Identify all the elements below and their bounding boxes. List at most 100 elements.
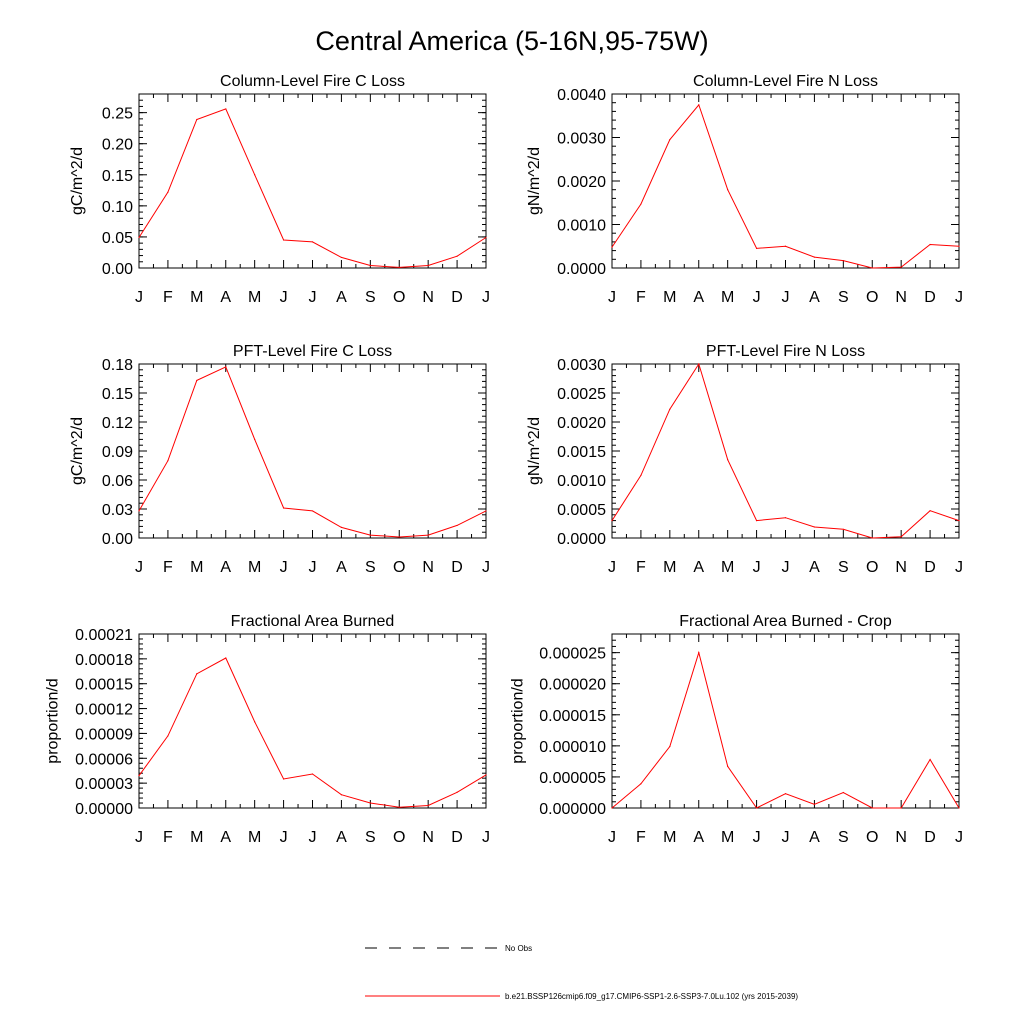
y-tick-label: 0.06 [102,473,133,490]
data-point [784,245,787,247]
y-axis-ticks: 0.000000 0.000005 0.000010 0.000015 0.000020… [539,633,959,818]
figure-title: Central America (5-16N,95-75W) [315,26,708,56]
x-tick-label: S [365,559,376,576]
data-point [640,203,642,205]
data-point [611,520,613,522]
y-axis-ticks: 0.0000 0.0010 0.0020 0.0030 0.0040 [557,87,959,278]
data-point [871,807,873,809]
data-point [369,264,371,267]
data-point [485,774,487,776]
series-points [611,652,960,809]
x-tick-label: A [693,559,704,576]
y-tick-label: 0.00003 [75,776,133,793]
series-line [611,650,960,809]
y-tick-label: 0.0010 [557,218,606,235]
y-tick-label: 0.0020 [557,174,606,191]
y-axis-label: proportion/d [45,678,62,763]
x-tick-label: J [782,289,790,306]
y-tick-label: 0.0040 [557,87,606,104]
y-axis-label: gC/m^2/d [69,417,86,485]
y-tick-label: 0.0005 [557,502,606,519]
y-tick-label: 0.000000 [539,801,606,818]
x-tick-label: M [190,289,203,306]
x-tick-label: S [838,289,849,306]
data-point [813,256,816,258]
data-point [842,791,844,794]
y-axis-label: proportion/d [509,678,526,763]
x-tick-label: J [608,289,616,306]
x-tick-label: J [608,829,616,846]
data-point [640,474,642,476]
x-tick-label: O [393,289,405,306]
y-axis-ticks: 0.00000 0.00003 0.00006 0.00009 0.00012 0.000… [75,627,486,818]
data-point [225,657,227,659]
x-tick-label: M [663,829,676,846]
x-tick-label: A [220,559,231,576]
x-tick-label: J [135,559,143,576]
chart-panel-6: Fractional Area Burned - Crop proportion/… [509,613,963,846]
x-tick-label: J [482,559,490,576]
y-tick-label: 0.0030 [557,357,606,374]
x-tick-label: O [393,829,405,846]
x-tick-label: J [482,829,490,846]
data-point [727,459,729,461]
x-tick-label: M [721,829,734,846]
data-point [611,246,613,248]
data-point [698,652,700,654]
y-tick-label: 0.18 [102,357,133,374]
data-point [196,118,198,121]
data-point [167,191,169,193]
y-tick-label: 0.0025 [557,386,606,403]
x-tick-label: J [482,289,490,306]
x-tick-label: O [393,559,405,576]
data-point [340,526,343,528]
x-tick-label: J [955,289,963,306]
data-point [196,673,198,675]
data-point [138,236,140,239]
series-line [138,657,487,808]
x-tick-label: A [336,289,347,306]
data-point [755,807,758,809]
x-tick-label: D [451,829,463,846]
x-tick-label: M [190,829,203,846]
x-tick-label: J [135,289,143,306]
data-point [311,773,314,775]
x-tick-label: J [955,559,963,576]
series-line [611,103,960,269]
x-tick-label: J [753,829,761,846]
y-tick-label: 0.00012 [75,702,133,719]
data-point [727,765,729,767]
panel-title: PFT-Level Fire C Loss [233,343,392,360]
y-tick-label: 0.05 [102,230,133,247]
series-line [138,108,487,268]
data-point [369,802,371,804]
data-point [456,791,458,793]
data-point [611,807,613,809]
y-tick-label: 0.000025 [539,646,606,663]
y-tick-label: 0.000015 [539,708,606,725]
x-tick-label: M [721,289,734,306]
x-tick-label: D [924,289,936,306]
plot-frame [138,363,487,539]
y-tick-label: 0.00000 [75,801,133,818]
x-tick-label: S [365,829,376,846]
data-point [369,534,371,536]
series-points [138,366,487,538]
data-point [225,366,227,368]
x-tick-label: A [336,559,347,576]
data-point [282,239,285,241]
y-tick-label: 0.25 [102,106,133,123]
data-point [167,735,169,737]
data-point [669,745,671,748]
x-tick-label: N [895,559,907,576]
y-axis-ticks: 0.0000 0.0005 0.0010 0.0015 0.0020 0.0025 0.00… [557,357,959,548]
y-tick-label: 0.10 [102,199,133,216]
y-axis-label: gN/m^2/d [526,147,543,215]
x-tick-label: N [422,829,434,846]
series-points [138,108,487,268]
data-point [311,510,314,512]
x-tick-label: D [924,829,936,846]
y-axis-ticks: 0.00 0.05 0.10 0.15 0.20 0.25 [102,93,486,278]
